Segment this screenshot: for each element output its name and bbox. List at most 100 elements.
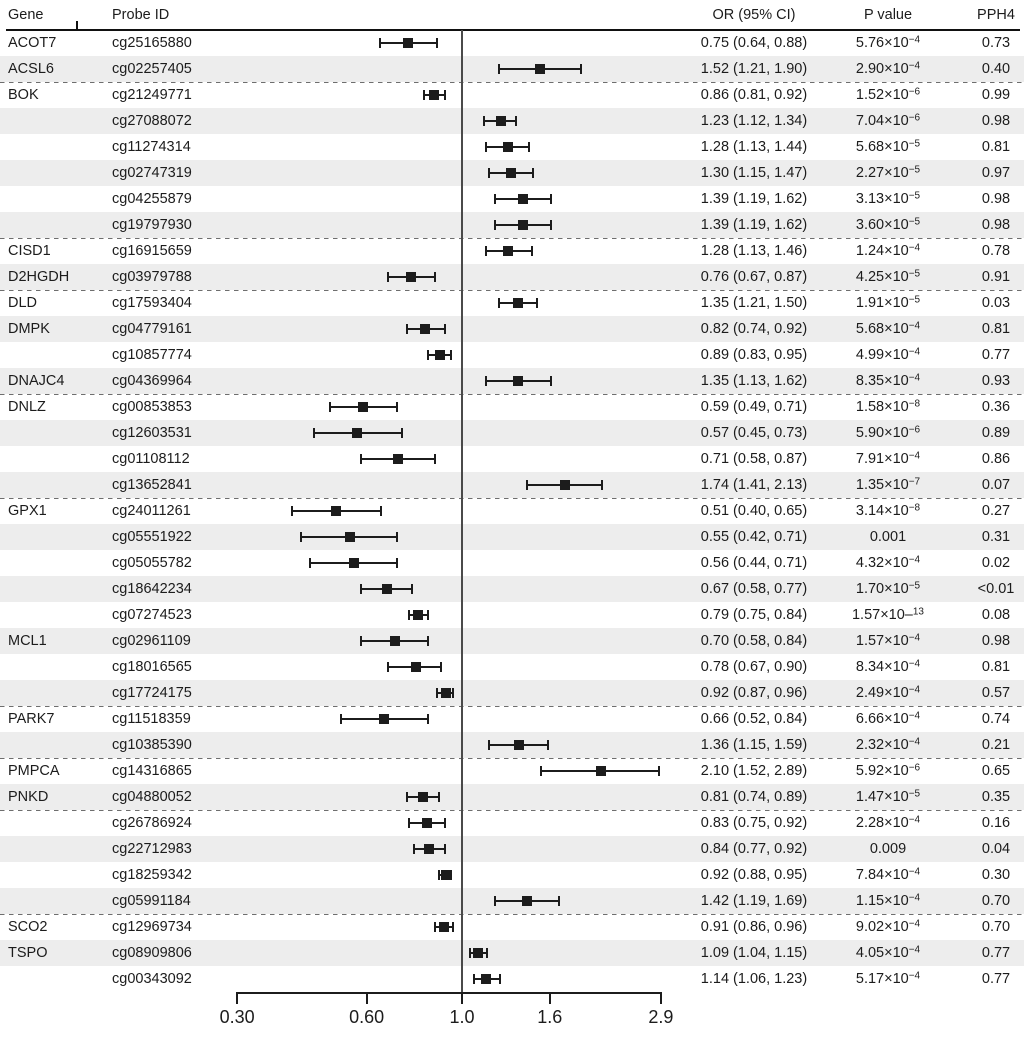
pph4-value: 0.77 — [981, 945, 1011, 961]
p-value-exponent: −4 — [908, 814, 921, 826]
or-point-marker — [428, 90, 439, 100]
p-value: 3.13×10−5 — [830, 186, 946, 212]
probe-id-label: cg04779161 — [112, 321, 192, 337]
gene-label: BOK — [8, 87, 39, 103]
p-value-exponent: −8 — [908, 502, 921, 514]
column-header-probe-id: Probe ID — [112, 7, 170, 23]
or-ci-value: 1.42 (1.19, 1.69) — [700, 893, 808, 909]
probe-id-label: cg05055782 — [112, 555, 192, 571]
ci-cap-right — [535, 298, 538, 308]
ci-cap-right — [396, 532, 399, 542]
p-value-base: 1.91×10 — [855, 295, 909, 311]
ci-cap-right — [379, 506, 382, 516]
column-header-or-ci: OR (95% CI) — [712, 7, 796, 23]
p-value-base: 3.60×10 — [855, 217, 909, 233]
ci-cap-right — [436, 38, 439, 48]
probe-id-label: cg21249771 — [112, 87, 192, 103]
probe-id-label: cg05551922 — [112, 529, 192, 545]
p-value-base: 5.68×10 — [855, 321, 909, 337]
forest-row: cg10857774 0.89 (0.83, 0.95) 4.99×10−4 0.77 — [0, 342, 1024, 369]
or-point-marker — [503, 246, 514, 256]
or-ci-value: 0.79 (0.75, 0.84) — [700, 607, 808, 623]
ci-cap-left — [526, 480, 529, 490]
or-ci-value: 0.51 (0.40, 0.65) — [700, 503, 808, 519]
or-point-marker — [393, 454, 404, 464]
x-axis-tick-label: 1.6 — [537, 1007, 563, 1027]
p-value: 5.76×10−4 — [830, 30, 946, 56]
ci-cap-right — [486, 948, 489, 958]
or-ci-value: 1.28 (1.13, 1.46) — [700, 243, 808, 259]
ci-cap-right — [440, 662, 443, 672]
or-point-marker — [417, 792, 428, 802]
ci-cap-right — [514, 116, 517, 126]
ci-cap-left — [494, 220, 497, 230]
ci-cap-left — [312, 428, 315, 438]
header-tick-mark — [76, 21, 78, 29]
x-axis-tick — [236, 992, 239, 1004]
p-value: 1.15×10−4 — [830, 888, 946, 914]
p-value-base: 2.32×10 — [855, 737, 909, 753]
pph4-value: 0.36 — [981, 399, 1011, 415]
pph4-value: 0.98 — [981, 633, 1011, 649]
p-value: 2.27×10−5 — [830, 160, 946, 186]
or-point-marker — [352, 428, 363, 438]
p-value-exponent: −6 — [908, 762, 921, 774]
forest-row: ACOT7 cg25165880 0.75 (0.64, 0.88) 5.76×10−… — [0, 30, 1024, 57]
forest-row: PMPCA cg14316865 2.10 (1.52, 2.89) 5.92×10−… — [0, 758, 1024, 785]
p-value-exponent: −4 — [908, 658, 921, 670]
or-point-marker — [495, 116, 506, 126]
p-value-base: 5.17×10 — [855, 971, 909, 987]
or-ci-value: 0.83 (0.75, 0.92) — [700, 815, 808, 831]
or-ci-value: 1.23 (1.12, 1.34) — [700, 113, 808, 129]
p-value-base: 1.15×10 — [855, 893, 909, 909]
pph4-value: 0.98 — [981, 217, 1011, 233]
p-value-exponent: −4 — [908, 918, 921, 930]
probe-id-label: cg18259342 — [112, 867, 192, 883]
ci-cap-right — [557, 896, 560, 906]
forest-row: cg12603531 0.57 (0.45, 0.73) 5.90×10−6 0.89 — [0, 420, 1024, 446]
probe-id-label: cg14316865 — [112, 763, 192, 779]
ci-cap-right — [444, 90, 447, 100]
p-value: 8.35×10−4 — [830, 368, 946, 394]
p-value: 3.14×10−8 — [830, 498, 946, 524]
p-value: 0.009 — [830, 836, 946, 862]
or-ci-value: 0.86 (0.81, 0.92) — [700, 87, 808, 103]
probe-id-label: cg18016565 — [112, 659, 192, 675]
pph4-value: 0.81 — [981, 139, 1011, 155]
or-ci-value: 0.57 (0.45, 0.73) — [700, 425, 808, 441]
p-value: 4.25×10−5 — [830, 264, 946, 290]
gene-label: TSPO — [8, 945, 48, 961]
forest-row: cg11274314 1.28 (1.13, 1.44) 5.68×10−5 0.81 — [0, 134, 1024, 160]
probe-id-label: cg13652841 — [112, 477, 192, 493]
ci-cap-right — [444, 818, 447, 828]
p-value-base: 4.32×10 — [855, 555, 909, 571]
pph4-value: 0.02 — [981, 555, 1011, 571]
pph4-value: 0.74 — [981, 711, 1011, 727]
p-value-exponent: −4 — [908, 60, 921, 72]
p-value-base: 7.91×10 — [855, 451, 909, 467]
probe-id-label: cg27088072 — [112, 113, 192, 129]
ci-cap-left — [427, 350, 430, 360]
forest-row: cg05055782 0.56 (0.44, 0.71) 4.32×10−4 0.02 — [0, 550, 1024, 576]
p-value-exponent: −7 — [908, 476, 921, 488]
ci-cap-right — [444, 324, 447, 334]
forest-row: ACSL6 cg02257405 1.52 (1.21, 1.90) 2.90×10−… — [0, 56, 1024, 83]
probe-id-label: cg07274523 — [112, 607, 192, 623]
p-value-base: 6.66×10 — [855, 711, 909, 727]
p-value-base: 9.02×10 — [855, 919, 909, 935]
or-point-marker — [513, 298, 524, 308]
ci-cap-left — [469, 948, 472, 958]
pph4-value: 0.31 — [981, 529, 1011, 545]
probe-id-label: cg03979788 — [112, 269, 192, 285]
ci-cap-left — [299, 532, 302, 542]
or-point-marker — [441, 870, 452, 880]
p-value-exponent: −4 — [908, 866, 921, 878]
forest-row: cg26786924 0.83 (0.75, 0.92) 2.28×10−4 0.16 — [0, 810, 1024, 836]
p-value-base: 4.99×10 — [855, 347, 909, 363]
ci-cap-right — [498, 974, 501, 984]
p-value: 7.04×10−6 — [830, 108, 946, 134]
ci-cap-left — [387, 272, 390, 282]
p-value-base: 2.90×10 — [855, 61, 909, 77]
ci-cap-left — [408, 818, 411, 828]
